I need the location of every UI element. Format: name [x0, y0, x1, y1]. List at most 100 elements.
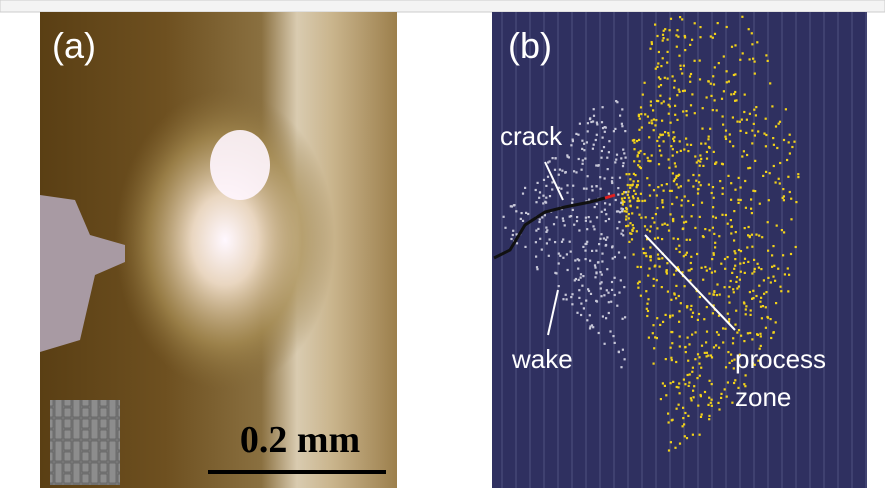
particle	[689, 44, 691, 46]
particle	[604, 343, 606, 345]
particle	[685, 138, 687, 140]
particle	[678, 89, 680, 91]
particle	[700, 416, 702, 418]
particle	[562, 217, 564, 219]
particle	[587, 288, 589, 290]
particle	[643, 252, 645, 254]
particle	[593, 115, 595, 117]
particle	[673, 87, 675, 89]
particle	[687, 179, 689, 181]
particle	[652, 332, 654, 334]
particle	[694, 112, 696, 114]
particle	[681, 216, 683, 218]
particle	[708, 146, 710, 148]
particle	[690, 144, 692, 146]
particle	[747, 261, 749, 263]
particle	[768, 199, 770, 201]
particle	[636, 206, 638, 208]
particle	[700, 143, 702, 145]
particle	[729, 133, 731, 135]
particle	[657, 186, 659, 188]
particle	[546, 242, 548, 244]
particle	[661, 257, 663, 259]
particle	[685, 221, 687, 223]
particle	[579, 123, 581, 125]
particle	[649, 246, 651, 248]
particle	[665, 314, 667, 316]
particle	[684, 412, 686, 414]
particle	[641, 126, 643, 128]
particle	[708, 184, 710, 186]
particle	[765, 54, 767, 56]
particle	[754, 268, 756, 270]
particle	[605, 213, 607, 215]
particle	[788, 141, 790, 143]
particle	[659, 78, 661, 80]
particle	[687, 200, 689, 202]
particle	[734, 265, 736, 267]
particle	[689, 81, 691, 83]
particle	[675, 297, 677, 299]
particle	[708, 415, 710, 417]
particle	[738, 249, 740, 251]
particle	[601, 253, 603, 255]
particle	[706, 306, 708, 308]
particle	[651, 120, 653, 122]
particle	[675, 175, 677, 177]
particle	[709, 229, 711, 231]
particle	[785, 108, 787, 110]
particle	[708, 293, 710, 295]
particle	[522, 220, 524, 222]
particle	[668, 104, 670, 106]
particle	[787, 176, 789, 178]
particle	[692, 174, 694, 176]
particle	[699, 375, 701, 377]
particle	[670, 331, 672, 333]
particle	[651, 41, 653, 43]
particle	[736, 276, 738, 278]
particle	[648, 122, 650, 124]
particle	[751, 212, 753, 214]
particle	[668, 113, 670, 115]
particle	[565, 171, 567, 173]
particle	[576, 312, 578, 314]
particle	[679, 345, 681, 347]
particle	[583, 188, 585, 190]
particle	[739, 279, 741, 281]
particle	[730, 226, 732, 228]
particle	[504, 227, 506, 229]
particle	[735, 231, 737, 233]
particle	[790, 198, 792, 200]
particle	[761, 236, 763, 238]
particle	[667, 132, 669, 134]
particle	[713, 252, 715, 254]
particle	[724, 268, 726, 270]
particle	[591, 185, 593, 187]
particle	[683, 423, 685, 425]
particle	[633, 142, 635, 144]
particle	[560, 188, 562, 190]
particle	[752, 58, 754, 60]
panel-a: 0.2 mm (a)	[40, 12, 397, 488]
particle	[754, 61, 756, 63]
particle	[678, 245, 680, 247]
particle	[611, 289, 613, 291]
particle	[757, 130, 759, 132]
particle	[625, 157, 627, 159]
particle	[720, 397, 722, 399]
particle	[727, 313, 729, 315]
particle	[637, 155, 639, 157]
particle	[779, 286, 781, 288]
particle	[621, 125, 623, 127]
particle	[578, 289, 580, 291]
particle	[618, 251, 620, 253]
particle	[716, 109, 718, 111]
particle	[656, 207, 658, 209]
particle	[636, 230, 638, 232]
particle	[715, 161, 717, 163]
particle	[594, 206, 596, 208]
particle	[549, 195, 551, 197]
particle	[554, 241, 556, 243]
particle	[789, 134, 791, 136]
particle	[642, 94, 644, 96]
